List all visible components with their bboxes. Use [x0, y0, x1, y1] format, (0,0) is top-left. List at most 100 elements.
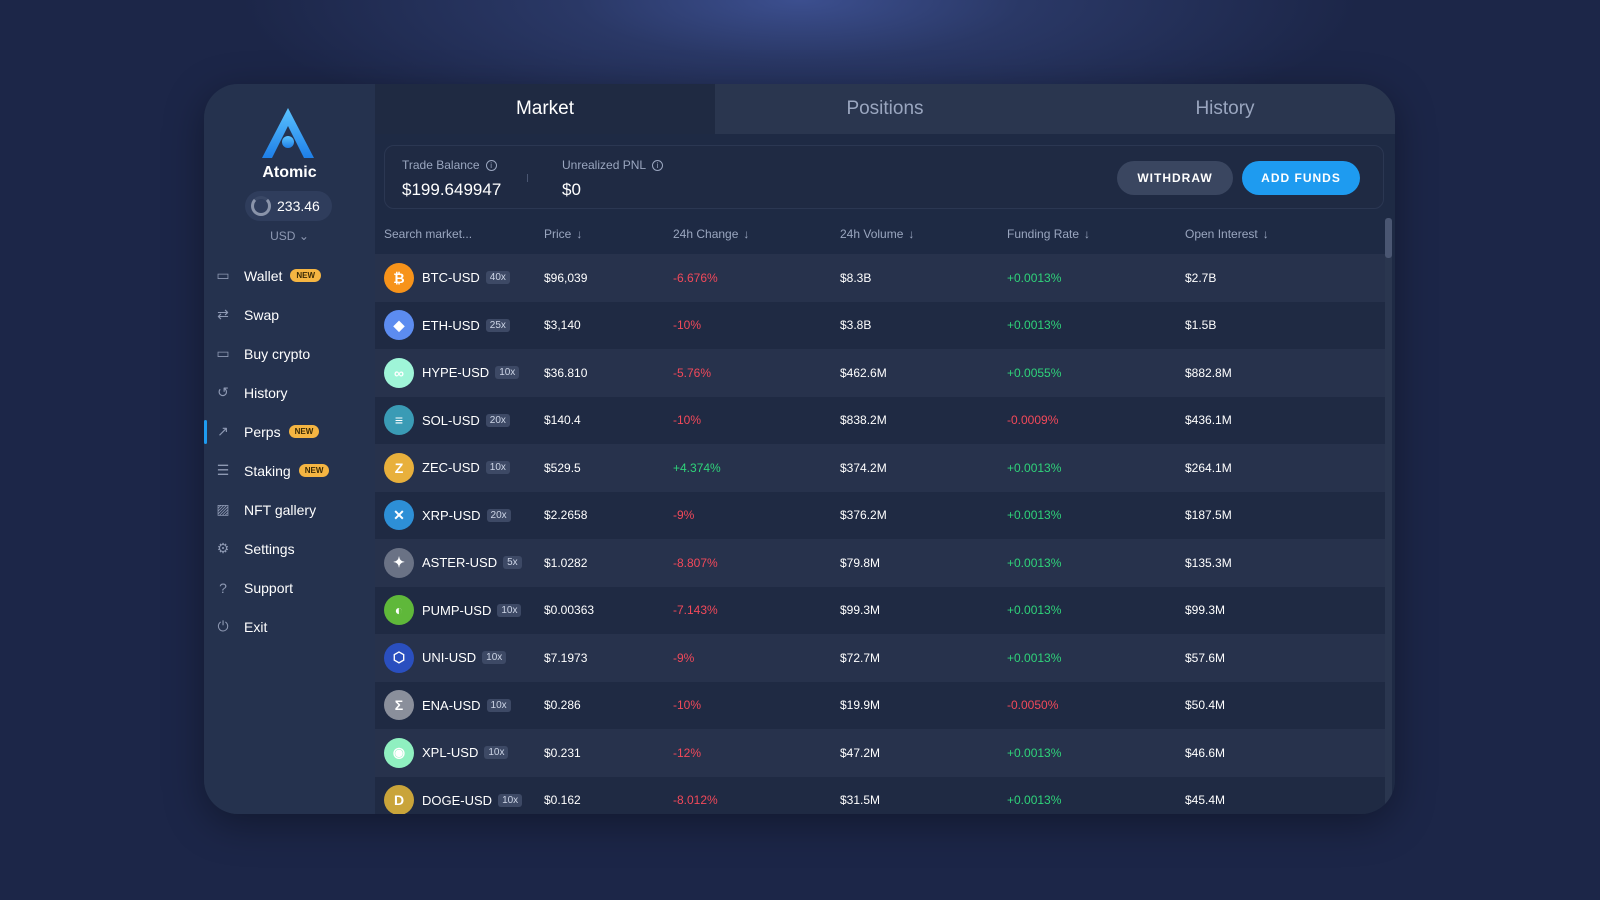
pnl-block: Unrealized PNL i $0 [562, 158, 664, 200]
sidebar-item-label: NFT gallery [244, 501, 317, 518]
search-input[interactable] [384, 227, 534, 241]
column-header-24h-change[interactable]: 24h Change ↓ [673, 227, 749, 241]
trade-balance-label: Trade Balance [402, 158, 480, 172]
leverage-badge: 20x [485, 413, 510, 427]
leverage-badge: 10x [486, 698, 511, 712]
chevron-down-icon: ⌄ [298, 229, 309, 243]
table-row[interactable]: ₿ BTC-USD 40x $96,039 -6.676% $8.3B +0.0013% $2… [375, 254, 1385, 302]
withdraw-button[interactable]: WITHDRAW [1117, 161, 1233, 195]
table-row[interactable]: ≡ SOL-USD 20x $140.4 -10% $838.2M -0.0009% $436… [375, 396, 1385, 445]
open-interest-cell: $46.6M [1185, 745, 1226, 760]
column-header-open-interest[interactable]: Open Interest ↓ [1185, 227, 1269, 241]
leverage-badge: 5x [503, 556, 522, 570]
table-row[interactable]: Σ ENA-USD 10x $0.286 -10% $19.9M -0.0050% $50.4… [375, 681, 1385, 729]
open-interest-cell: $264.1M [1185, 460, 1232, 475]
column-header-funding-rate[interactable]: Funding Rate ↓ [1007, 227, 1090, 241]
sidebar-item-label: Support [244, 579, 294, 596]
sidebar-item-label: Swap [244, 306, 280, 323]
open-interest-cell: $45.4M [1185, 793, 1226, 808]
funding-cell: -0.0050% [1007, 698, 1059, 713]
volume-cell: $47.2M [840, 745, 881, 760]
open-interest-cell: $135.3M [1185, 555, 1232, 570]
question-icon: ? [219, 579, 227, 596]
image-icon: ▨ [216, 501, 230, 517]
info-icon[interactable]: i [485, 159, 497, 171]
sidebar-item-wallet[interactable]: ▭ Wallet NEW [204, 256, 375, 295]
funding-cell: +0.0013% [1007, 603, 1062, 618]
leverage-badge: 10x [485, 461, 510, 475]
market-cell: ⬡ UNI-USD 10x [384, 634, 507, 682]
sidebar-item-buy-crypto[interactable]: ▭ Buy crypto [204, 334, 375, 373]
change-cell: +4.374% [673, 460, 721, 475]
column-header-label: Price [544, 227, 572, 241]
tab-market[interactable]: Market [375, 84, 715, 134]
tab-history[interactable]: History [1195, 98, 1255, 119]
market-cell: ✦ ASTER-USD 5x [384, 539, 522, 587]
market-cell: ≡ SOL-USD 20x [384, 397, 510, 445]
sort-arrow-icon: ↓ [1084, 227, 1091, 241]
funding-cell: +0.0013% [1007, 650, 1062, 665]
market-symbol: XPL-USD [422, 745, 479, 761]
table-row[interactable]: ∞ HYPE-USD 10x $36.810 -5.76% $462.6M +0.0055%… [375, 349, 1385, 397]
funding-cell: +0.0013% [1007, 793, 1062, 808]
volume-cell: $72.7M [840, 650, 881, 665]
wallet-icon: ▭ [216, 267, 230, 283]
new-badge: NEW [298, 464, 330, 477]
table-row[interactable]: ◆ ETH-USD 25x $3,140 -10% $3.8B +0.0013% $1.5B [375, 301, 1385, 349]
change-cell: -8.012% [673, 793, 718, 808]
sidebar-item-label: Buy crypto [244, 345, 311, 362]
open-interest-cell: $50.4M [1185, 698, 1226, 713]
column-header-price[interactable]: Price ↓ [544, 227, 582, 241]
ethereum-icon: ◆ [384, 310, 414, 341]
table-header: Price↓24h Change↓24h Volume↓Funding Rate… [375, 218, 1375, 250]
hype-icon: ∞ [384, 357, 414, 388]
tab-positions[interactable]: Positions [846, 98, 924, 119]
add-funds-button[interactable]: ADD FUNDS [1242, 161, 1360, 195]
xpl-icon: ◉ [384, 737, 414, 768]
market-symbol: PUMP-USD [422, 602, 492, 618]
currency-selector[interactable]: USD ⌄ [204, 229, 375, 243]
price-cell: $0.286 [544, 698, 581, 713]
table-row[interactable]: ✕ XRP-USD 20x $2.2658 -9% $376.2M +0.0013% $187… [375, 491, 1385, 539]
table-row[interactable]: Z ZEC-USD 10x $529.5 +4.374% $374.2M +0.0013% $… [375, 444, 1385, 492]
funding-cell: -0.0009% [1007, 413, 1059, 428]
funding-cell: +0.0013% [1007, 270, 1062, 285]
table-row[interactable]: D DOGE-USD 10x $0.162 -8.012% $31.5M +0.0013% $… [375, 776, 1385, 814]
volume-cell: $376.2M [840, 508, 887, 523]
column-header-24h-volume[interactable]: 24h Volume ↓ [840, 227, 914, 241]
volume-cell: $462.6M [840, 365, 887, 380]
change-cell: -8.807% [673, 555, 718, 570]
sidebar-nav: ▭ Wallet NEW ⇄ Swap ▭ Buy crypto ↺ History ↗ Perps… [204, 256, 375, 646]
brand-name: Atomic [262, 164, 317, 181]
swap-icon: ⇄ [217, 306, 229, 322]
sidebar-item-nft-gallery[interactable]: ▨ NFT gallery [204, 490, 375, 529]
leverage-badge: 10x [484, 746, 509, 760]
zcash-icon: Z [384, 452, 414, 483]
sidebar-item-swap[interactable]: ⇄ Swap [204, 295, 375, 334]
sidebar-item-staking[interactable]: ☰ Staking NEW [204, 451, 375, 490]
leverage-badge: 10x [495, 366, 520, 380]
sidebar-item-label: Exit [244, 618, 268, 635]
sidebar-item-support[interactable]: ? Support [204, 568, 375, 607]
leverage-badge: 10x [497, 603, 522, 617]
funding-cell: +0.0013% [1007, 745, 1062, 760]
market-cell: D DOGE-USD 10x [384, 777, 523, 814]
sidebar-item-label: Wallet [244, 267, 283, 284]
table-row[interactable]: ✦ ASTER-USD 5x $1.0282 -8.807% $79.8M +0.0013%… [375, 539, 1385, 587]
leverage-badge: 20x [486, 508, 511, 522]
sidebar-item-exit[interactable]: ⏻ Exit [204, 607, 375, 646]
market-symbol: XRP-USD [422, 507, 481, 523]
table-row[interactable]: ◉ XPL-USD 10x $0.231 -12% $47.2M +0.0013% $46.6… [375, 729, 1385, 777]
sidebar-item-settings[interactable]: ⚙ Settings [204, 529, 375, 568]
table-row[interactable]: ◐ PUMP-USD 10x $0.00363 -7.143% $99.3M +0.0013… [375, 586, 1385, 634]
sidebar-item-perps[interactable]: ↗ Perps NEW [204, 412, 375, 451]
table-row[interactable]: ⬡ UNI-USD 10x $7.1973 -9% $72.7M +0.0013% $57.6… [375, 634, 1385, 682]
info-icon[interactable]: i [652, 159, 664, 171]
scroll-thumb[interactable] [1385, 218, 1392, 258]
column-header-label: 24h Change [673, 227, 739, 241]
open-interest-cell: $187.5M [1185, 508, 1232, 523]
sidebar-item-history[interactable]: ↺ History [204, 373, 375, 412]
scrollbar[interactable] [1385, 218, 1392, 810]
balance-pill[interactable]: 233.46 [245, 191, 332, 221]
change-cell: -9% [673, 650, 695, 665]
